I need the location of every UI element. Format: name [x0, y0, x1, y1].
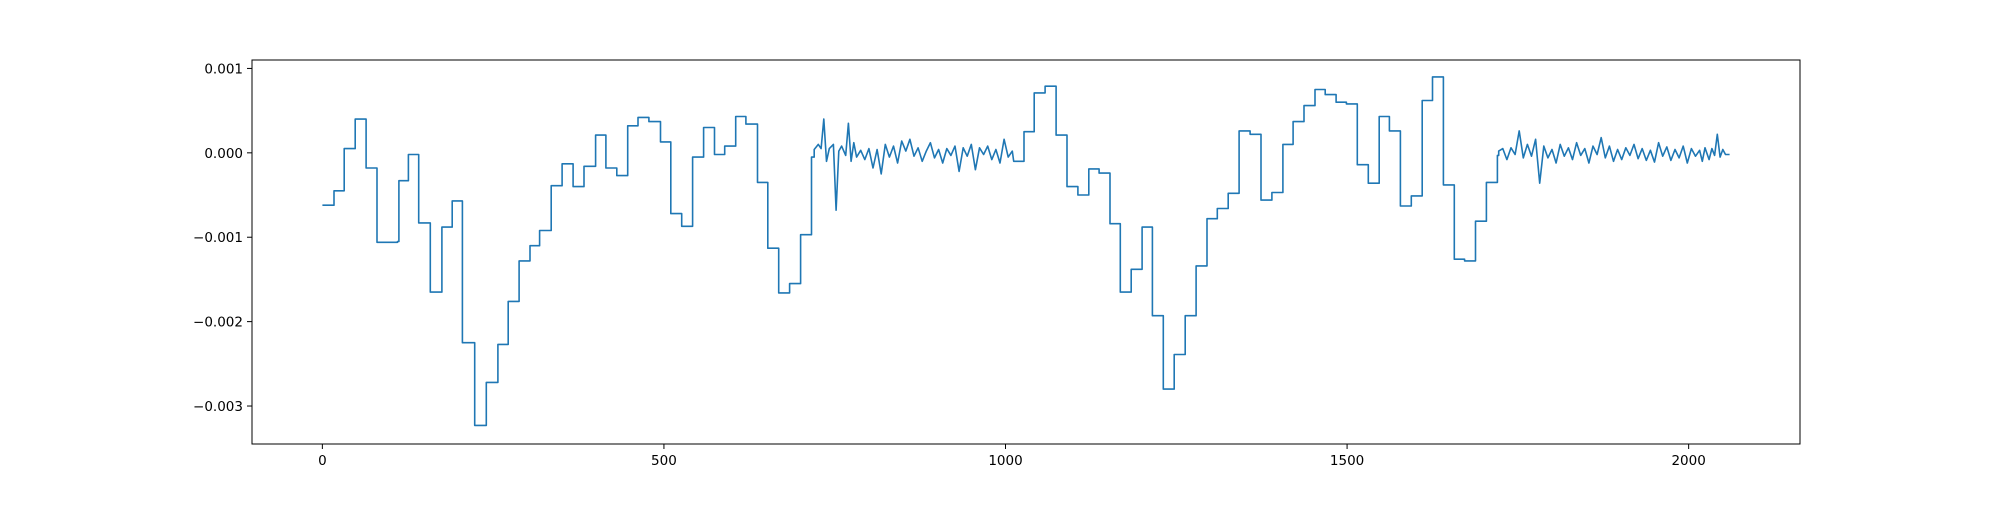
y-tick-label: 0.001 — [204, 61, 243, 77]
y-axis: 0.001 0.000 −0.001 −0.002 −0.003 — [193, 61, 252, 415]
x-axis: 0 500 1000 1500 2000 — [318, 444, 1706, 469]
plot-frame — [251, 59, 1801, 445]
x-tick-label: 2000 — [1671, 453, 1705, 469]
series-line — [322, 76, 1730, 427]
series-layer — [322, 76, 1730, 427]
y-tick-label: −0.002 — [193, 315, 243, 331]
x-tick-label: 500 — [651, 453, 677, 469]
y-tick-label: −0.003 — [193, 399, 243, 415]
x-tick-label: 0 — [318, 453, 327, 469]
x-tick-label: 1500 — [1330, 453, 1364, 469]
y-tick-label: −0.001 — [193, 230, 243, 246]
x-tick-label: 1000 — [988, 453, 1022, 469]
plot-area — [252, 60, 1800, 444]
y-tick-label: 0.000 — [204, 146, 243, 162]
